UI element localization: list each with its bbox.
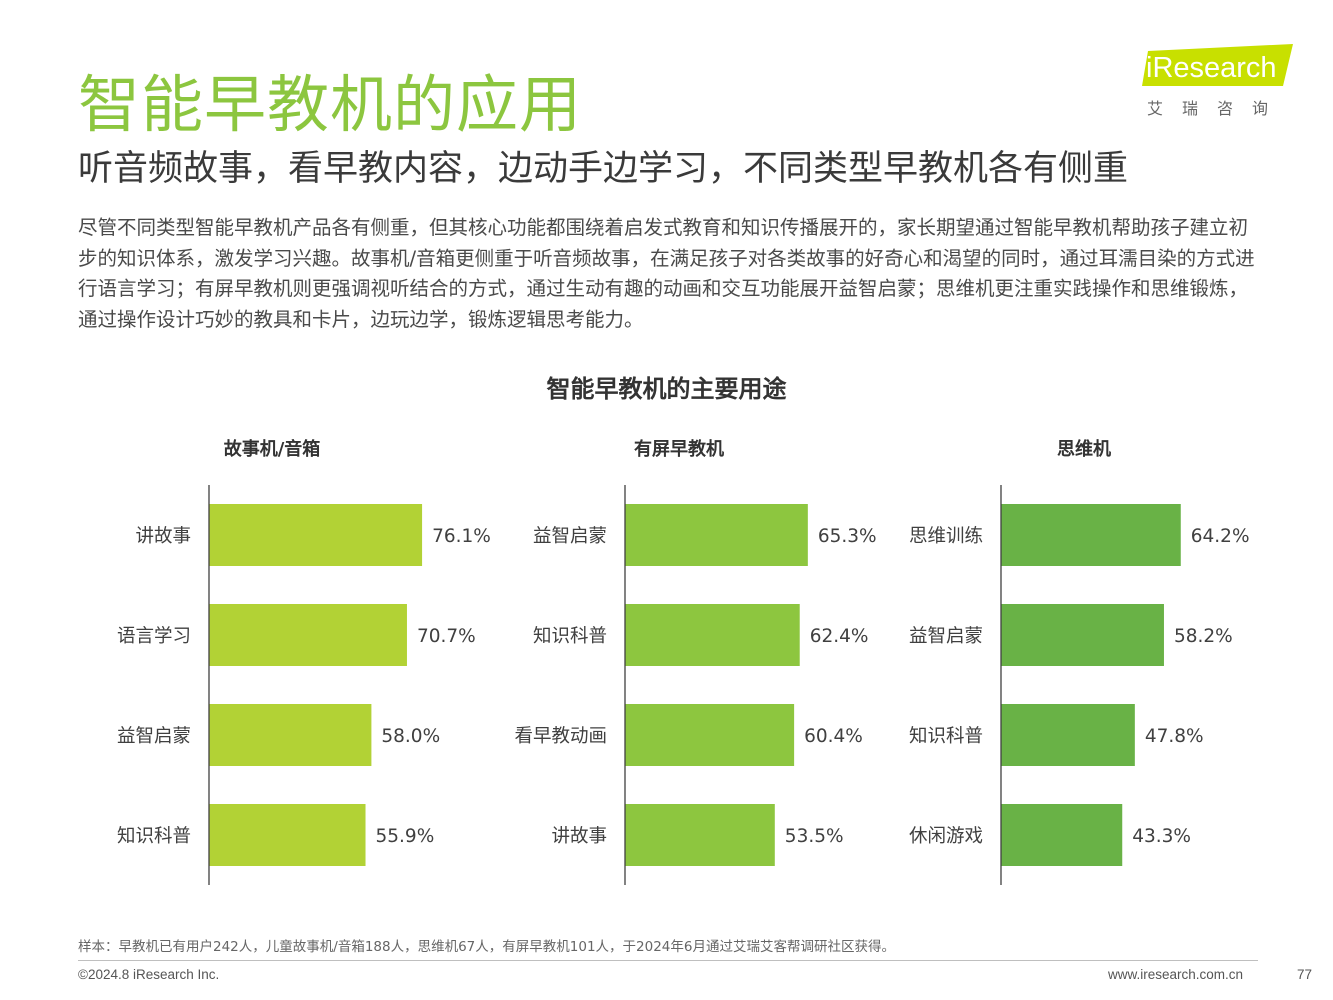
bar bbox=[1001, 704, 1135, 766]
bar bbox=[625, 804, 775, 866]
data-label: 58.2% bbox=[1174, 626, 1233, 647]
website-link[interactable]: www.iresearch.com.cn bbox=[1108, 967, 1244, 982]
bar bbox=[625, 604, 800, 666]
sample-note: 样本：早教机已有用户242人，儿童故事机/音箱188人，思维机67人，有屏早教机… bbox=[78, 939, 895, 955]
category-label: 讲故事 bbox=[135, 526, 191, 547]
page-subtitle: 听音频故事，看早教内容，边动手边学习，不同类型早教机各有侧重 bbox=[78, 149, 1129, 189]
category-label: 看早教动画 bbox=[514, 726, 607, 747]
category-label: 知识科普 bbox=[533, 626, 607, 647]
copyright: ©2024.8 iResearch Inc. bbox=[78, 967, 220, 982]
panel-title: 思维机 bbox=[1057, 438, 1111, 460]
body-paragraph: 尽管不同类型智能早教机产品各有侧重，但其核心功能都围绕着启发式教育和知识传播展开… bbox=[78, 216, 1255, 331]
panel-title: 有屏早教机 bbox=[634, 438, 724, 460]
data-label: 58.0% bbox=[381, 726, 440, 747]
category-label: 思维训练 bbox=[909, 526, 983, 547]
data-label: 60.4% bbox=[804, 726, 863, 747]
category-label: 知识科普 bbox=[117, 826, 191, 847]
page-number: 77 bbox=[1297, 967, 1313, 982]
data-label: 62.4% bbox=[810, 626, 869, 647]
data-label: 43.3% bbox=[1132, 826, 1191, 847]
data-label: 53.5% bbox=[785, 826, 844, 847]
category-label: 休闲游戏 bbox=[909, 826, 983, 847]
chart-title: 智能早教机的主要用途 bbox=[546, 375, 787, 403]
category-label: 语言学习 bbox=[117, 626, 191, 647]
data-label: 70.7% bbox=[417, 626, 476, 647]
bar bbox=[209, 504, 423, 566]
bar bbox=[625, 504, 808, 566]
data-label: 65.3% bbox=[818, 526, 877, 547]
page-title: 智能早教机的应用 bbox=[78, 68, 583, 141]
bar bbox=[625, 704, 795, 766]
footer-divider bbox=[78, 960, 1258, 961]
bar bbox=[209, 804, 366, 866]
iresearch-logo: iResearch bbox=[1142, 44, 1293, 86]
data-label: 55.9% bbox=[376, 826, 435, 847]
panel-title: 故事机/音箱 bbox=[224, 438, 321, 460]
category-label: 益智启蒙 bbox=[533, 526, 607, 547]
data-label: 64.2% bbox=[1191, 526, 1250, 547]
logo-wordmark: iResearch bbox=[1146, 52, 1277, 84]
logo-banner-shape bbox=[1142, 44, 1293, 86]
data-label: 76.1% bbox=[432, 526, 491, 547]
category-label: 益智启蒙 bbox=[117, 726, 191, 747]
data-label: 47.8% bbox=[1145, 726, 1204, 747]
category-label: 讲故事 bbox=[551, 826, 607, 847]
bar bbox=[1001, 804, 1123, 866]
bar bbox=[1001, 604, 1164, 666]
bar bbox=[209, 604, 407, 666]
logo-subtitle: 艾瑞咨询 bbox=[1147, 99, 1288, 118]
category-label: 益智启蒙 bbox=[909, 626, 983, 647]
bar bbox=[1001, 504, 1181, 566]
category-label: 知识科普 bbox=[909, 726, 983, 747]
bar bbox=[209, 704, 372, 766]
